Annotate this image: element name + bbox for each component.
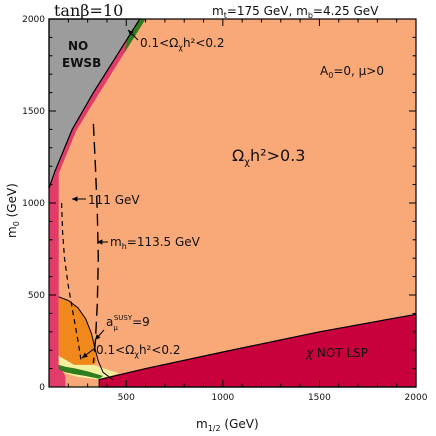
x-axis-label: m1/2 (GeV) xyxy=(196,417,259,433)
no-ewsb-label-1: NO xyxy=(68,39,88,53)
mh-113-5-arrow-head xyxy=(97,239,103,245)
y-tick-label: 2000 xyxy=(22,15,45,25)
pink-excluded-band xyxy=(49,19,146,387)
y-tick-label: 1000 xyxy=(22,199,45,209)
not-lsp-label: χ NOT LSP xyxy=(305,346,368,360)
header-right: mt=175 GeV, mb=4.25 GeV xyxy=(212,4,379,20)
mh-113-5-label: mh=113.5 GeV xyxy=(110,235,201,251)
y-tick-label: 500 xyxy=(28,291,45,301)
x-tick-label: 500 xyxy=(118,393,135,403)
axis-ticks: 500 1000 1500 2000 0 500 1000 1500 2000 xyxy=(22,15,428,403)
dark-matter-band xyxy=(58,364,104,379)
chart-title: tanβ=10 xyxy=(54,1,123,20)
x-tick-label: 1500 xyxy=(308,393,331,403)
g2-orange-region xyxy=(58,296,97,370)
y-tick-label: 0 xyxy=(39,383,45,393)
dm-top-label: 0.1<Ωχh²<0.2 xyxy=(140,36,225,52)
x-tick-label: 1000 xyxy=(211,393,234,403)
dark-matter-top-band xyxy=(124,19,146,53)
mh-113-5-contour xyxy=(92,123,100,364)
g2-label: aμSUSY=9 xyxy=(106,314,150,332)
mh-111-arrow-head xyxy=(72,196,78,202)
annotation-arrows xyxy=(72,29,139,359)
no-ewsb-label-2: EWSB xyxy=(62,56,101,70)
mh-111-label: 111 GeV xyxy=(88,193,140,207)
g2-arrow-head xyxy=(95,334,101,340)
y-tick-label: 1500 xyxy=(22,107,45,117)
omega-high-label: Ωχh²>0.3 xyxy=(232,146,305,168)
y-axis-label: m0 (GeV) xyxy=(5,183,21,238)
plot-area: 500 1000 1500 2000 0 500 1000 1500 2000 xyxy=(22,15,428,403)
dm-bottom-arrow-head xyxy=(82,352,88,358)
dm-bottom-label: 0.1<Ωχh²<0.2 xyxy=(96,343,181,359)
params-label: A0=0, μ>0 xyxy=(320,64,384,80)
dm-top-arrow-head xyxy=(128,30,134,36)
x-tick-label: 2000 xyxy=(405,393,428,403)
mh-111-contour xyxy=(61,202,82,360)
